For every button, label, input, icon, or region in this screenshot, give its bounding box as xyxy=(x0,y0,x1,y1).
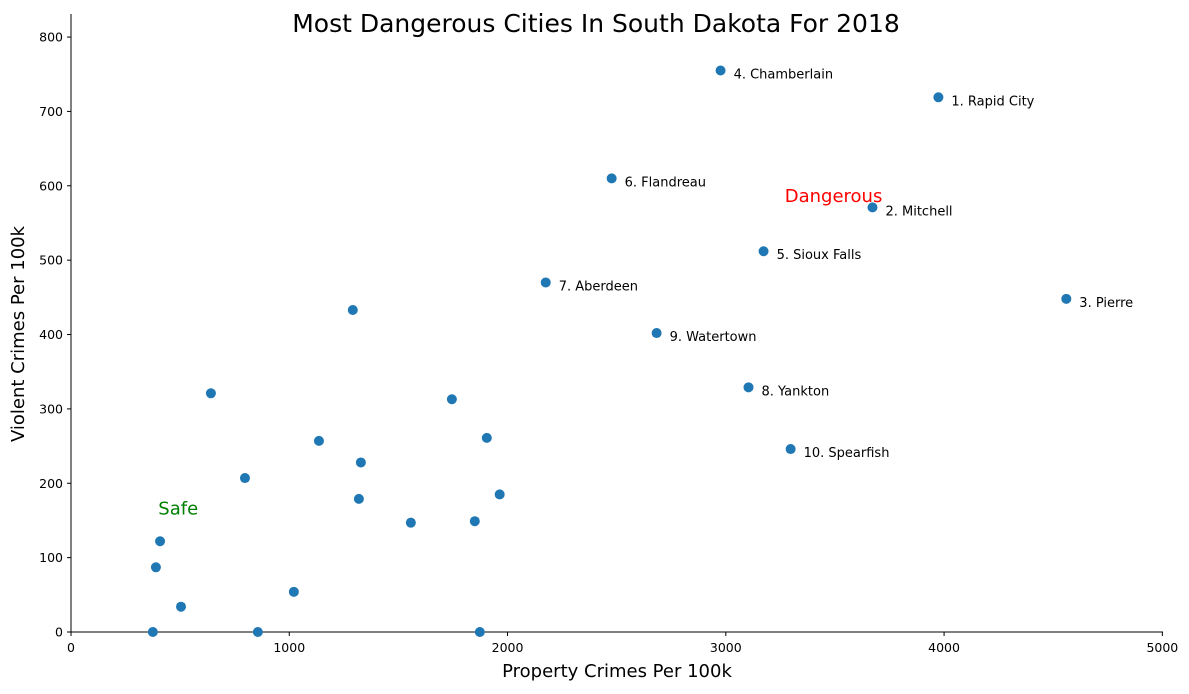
data-point xyxy=(147,627,158,637)
data-point xyxy=(758,246,769,257)
data-point xyxy=(446,394,457,405)
chart-title: Most Dangerous Cities In South Dakota Fo… xyxy=(292,9,900,38)
y-tick-label: 800 xyxy=(39,30,63,45)
y-axis-label: Violent Crimes Per 100k xyxy=(8,225,29,442)
data-point xyxy=(606,173,617,184)
annotation-dangerous: Dangerous xyxy=(785,186,883,207)
y-tick-label: 300 xyxy=(39,401,63,416)
data-point xyxy=(1061,293,1072,304)
data-point xyxy=(155,536,166,547)
data-point xyxy=(867,202,878,213)
annotation-safe: Safe xyxy=(158,498,198,519)
point-label: 1. Rapid City xyxy=(951,94,1034,109)
data-point xyxy=(933,92,944,103)
point-label: 8. Yankton xyxy=(762,384,830,399)
y-tick-label: 500 xyxy=(39,253,63,268)
point-label: 5. Sioux Falls xyxy=(777,248,862,263)
point-label: 9. Watertown xyxy=(670,330,757,345)
data-point xyxy=(785,444,796,455)
data-point xyxy=(355,457,366,468)
point-label: 2. Mitchell xyxy=(885,204,952,219)
data-point xyxy=(474,627,485,637)
x-tick-label: 4000 xyxy=(928,640,960,655)
data-point xyxy=(540,277,551,288)
points: 1. Rapid City 2. Mitchell 3. Pierre 4. Cham… xyxy=(147,65,1133,637)
y-tick-label: 0 xyxy=(55,625,63,640)
point-label: 4. Chamberlain xyxy=(734,68,834,83)
point-label: 6. Flandreau xyxy=(625,175,706,190)
data-point xyxy=(176,601,187,612)
data-point xyxy=(205,388,216,399)
point-label: 10. Spearfish xyxy=(804,446,890,461)
data-point xyxy=(494,489,505,500)
y-tick-label: 200 xyxy=(39,476,63,491)
data-point xyxy=(469,516,480,527)
data-point xyxy=(150,562,161,573)
data-point xyxy=(252,627,263,637)
data-point xyxy=(715,65,726,76)
data-point xyxy=(651,328,662,339)
x-axis-label: Property Crimes Per 100k xyxy=(502,661,732,682)
data-point xyxy=(288,586,299,597)
y-tick-label: 700 xyxy=(39,104,63,119)
data-point xyxy=(743,382,754,393)
x-tick-label: 2000 xyxy=(492,640,524,655)
data-point xyxy=(347,304,358,315)
data-point xyxy=(313,435,324,446)
data-point xyxy=(405,517,416,528)
x-tick-label: 1000 xyxy=(273,640,305,655)
point-label: 7. Aberdeen xyxy=(559,279,638,294)
x-tick-label: 0 xyxy=(67,640,75,655)
data-point xyxy=(481,432,492,443)
y-tick-label: 600 xyxy=(39,178,63,193)
axes: 0 1000 2000 3000 4000 5000 0 100 200 300 400 500 600… xyxy=(39,14,1178,655)
data-point xyxy=(239,473,250,484)
data-point xyxy=(353,493,364,504)
point-label: 3. Pierre xyxy=(1079,296,1133,311)
x-tick-label: 3000 xyxy=(710,640,742,655)
x-tick-label: 5000 xyxy=(1146,640,1178,655)
y-tick-label: 100 xyxy=(39,550,63,565)
y-tick-label: 400 xyxy=(39,327,63,342)
